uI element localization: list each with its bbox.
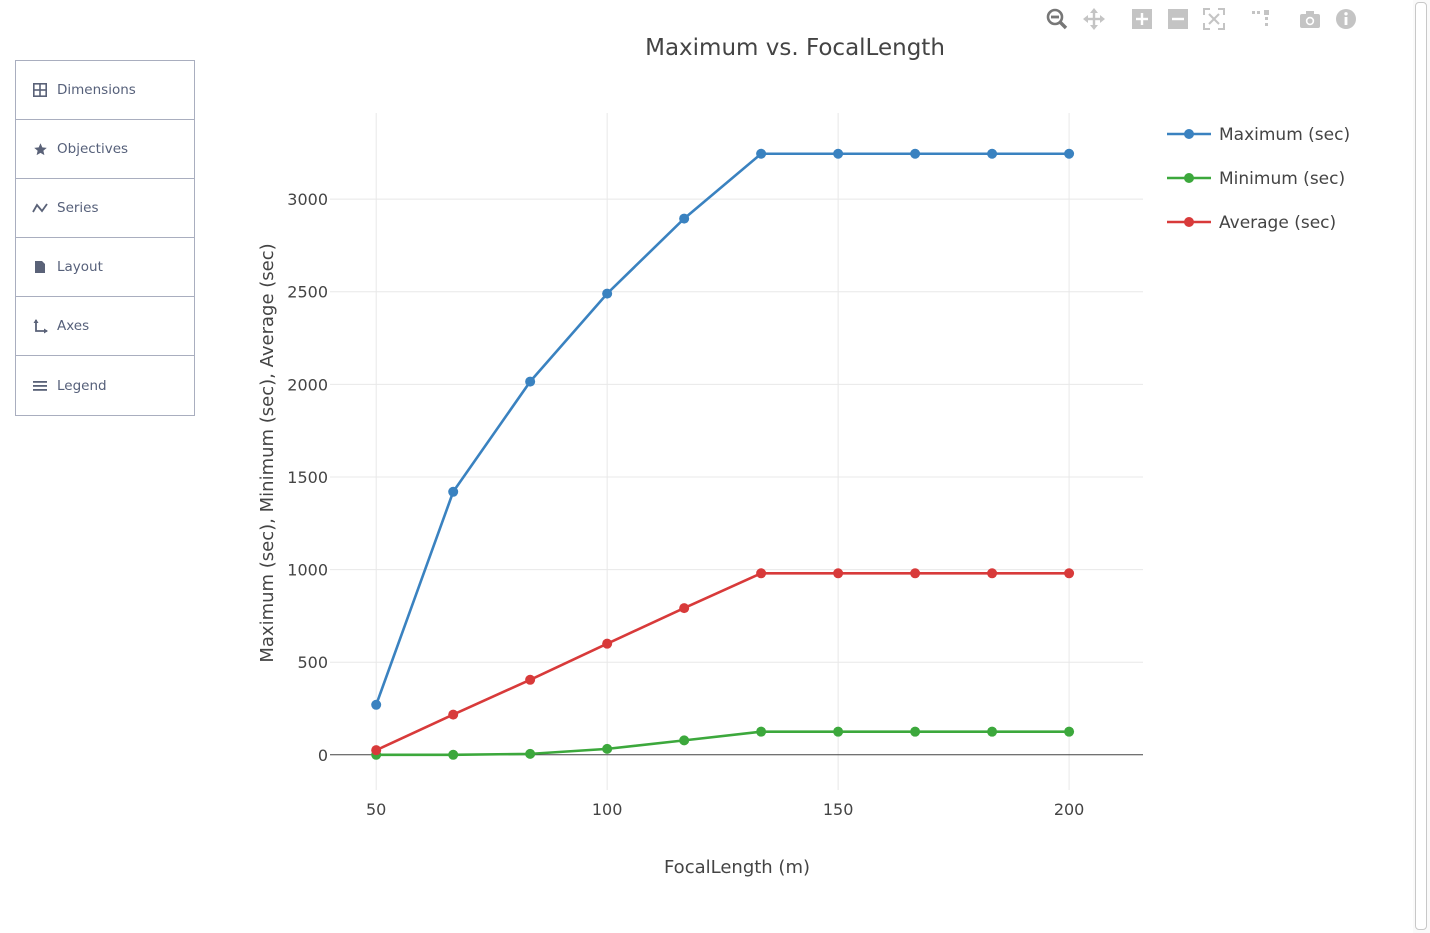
y-tick-label: 500 xyxy=(297,653,328,672)
data-point[interactable] xyxy=(679,213,690,224)
reset-axes-icon[interactable] xyxy=(1249,6,1275,32)
data-point[interactable] xyxy=(833,726,844,737)
data-point[interactable] xyxy=(679,735,690,746)
zoom-in-icon[interactable] xyxy=(1129,6,1155,32)
x-tick-label: 200 xyxy=(1054,800,1085,819)
pan-icon[interactable] xyxy=(1081,6,1107,32)
side-item-label: Layout xyxy=(57,259,103,275)
data-point[interactable] xyxy=(1064,568,1075,579)
x-tick-label: 50 xyxy=(366,800,386,819)
data-point[interactable] xyxy=(833,148,844,159)
legend-swatch-marker xyxy=(1184,173,1194,183)
data-point[interactable] xyxy=(1064,148,1075,159)
side-item-axes[interactable]: Axes xyxy=(16,297,194,356)
data-point[interactable] xyxy=(371,745,382,756)
legend-item-label[interactable]: Average (sec) xyxy=(1219,213,1336,233)
y-tick-label: 0 xyxy=(318,746,328,765)
document-icon xyxy=(32,259,48,275)
x-axis-label: FocalLength (m) xyxy=(664,857,810,878)
legend-item-label[interactable]: Maximum (sec) xyxy=(1219,125,1350,145)
series-line-2 xyxy=(375,571,1070,752)
camera-icon[interactable] xyxy=(1297,6,1323,32)
list-icon xyxy=(32,378,48,394)
data-point[interactable] xyxy=(987,726,998,737)
scrollbar[interactable] xyxy=(1413,0,1430,933)
data-point[interactable] xyxy=(448,709,459,720)
info-icon[interactable] xyxy=(1333,6,1359,32)
side-panel: Dimensions Objectives Series Layout Axes Lege… xyxy=(15,60,195,416)
data-point[interactable] xyxy=(525,376,536,387)
star-icon xyxy=(32,141,48,157)
zoom-out-icon[interactable] xyxy=(1165,6,1191,32)
y-tick-label: 1000 xyxy=(287,561,328,580)
chart: Maximum vs. FocalLength FocalLength (m) … xyxy=(257,35,1350,878)
side-item-layout[interactable]: Layout xyxy=(16,238,194,297)
data-point[interactable] xyxy=(910,726,921,737)
side-item-objectives[interactable]: Objectives xyxy=(16,120,194,179)
data-point[interactable] xyxy=(448,749,459,760)
side-item-label: Series xyxy=(57,200,99,216)
data-point[interactable] xyxy=(910,568,921,579)
data-point[interactable] xyxy=(525,674,536,685)
series-line-0 xyxy=(374,152,1070,706)
side-item-dimensions[interactable]: Dimensions xyxy=(16,61,194,120)
grid-icon xyxy=(32,82,48,98)
data-point[interactable] xyxy=(602,638,613,649)
x-tick-label: 100 xyxy=(592,800,623,819)
side-item-legend[interactable]: Legend xyxy=(16,356,194,415)
axes-icon xyxy=(32,318,48,334)
data-point[interactable] xyxy=(756,568,767,579)
data-point[interactable] xyxy=(756,726,767,737)
x-tick-label: 150 xyxy=(823,800,854,819)
autoscale-icon[interactable] xyxy=(1201,6,1227,32)
data-point[interactable] xyxy=(1064,726,1075,737)
side-item-series[interactable]: Series xyxy=(16,179,194,238)
data-point[interactable] xyxy=(756,148,767,159)
y-tick-label: 3000 xyxy=(287,190,328,209)
y-tick-label: 1500 xyxy=(287,468,328,487)
data-point[interactable] xyxy=(910,148,921,159)
legend-swatch-marker xyxy=(1184,129,1194,139)
data-point[interactable] xyxy=(525,748,536,759)
side-item-label: Legend xyxy=(57,377,107,394)
data-point[interactable] xyxy=(371,699,382,710)
data-point[interactable] xyxy=(987,568,998,579)
data-point[interactable] xyxy=(602,743,613,754)
chart-title: Maximum vs. FocalLength xyxy=(645,35,945,61)
side-item-label: Axes xyxy=(57,318,90,334)
y-tick-label: 2000 xyxy=(287,375,328,394)
legend-swatch-marker xyxy=(1184,217,1194,227)
data-point[interactable] xyxy=(987,148,998,159)
data-point[interactable] xyxy=(448,486,459,497)
data-point[interactable] xyxy=(602,288,613,299)
side-item-label: Objectives xyxy=(57,141,129,157)
zoom-icon[interactable] xyxy=(1044,6,1070,32)
data-point[interactable] xyxy=(833,568,844,579)
y-axis-label: Maximum (sec), Minimum (sec), Average (s… xyxy=(257,243,278,662)
scrollbar-thumb[interactable] xyxy=(1415,2,1427,930)
side-item-label: Dimensions xyxy=(57,82,136,98)
data-point[interactable] xyxy=(679,603,690,614)
series-line-1 xyxy=(376,730,1070,757)
y-tick-label: 2500 xyxy=(287,283,328,302)
series-wave-icon xyxy=(32,200,48,216)
legend-item-label[interactable]: Minimum (sec) xyxy=(1219,169,1345,189)
